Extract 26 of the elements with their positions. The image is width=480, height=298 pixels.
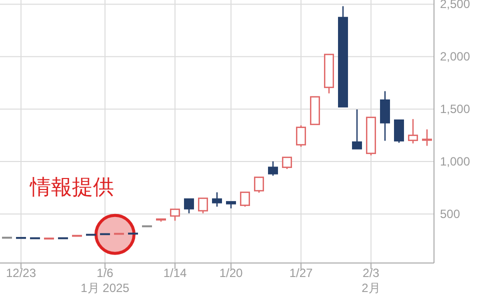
candlestick: [212, 192, 222, 208]
x-tick-label: 1/14: [163, 266, 187, 280]
x-tick-label: 1/6 1月 2025: [80, 266, 130, 295]
x-tick-label: 1/27: [289, 266, 313, 280]
candlestick: [254, 176, 264, 194]
candlestick: [170, 208, 180, 222]
y-tick-label: 1,000: [440, 154, 470, 169]
candlestick: [268, 160, 278, 176]
x-tick-label: 1/20: [219, 266, 243, 280]
y-tick-label: 2,500: [440, 0, 470, 12]
y-tick-label: 500: [440, 207, 460, 222]
candlestick: [184, 198, 194, 214]
candlestick: [408, 118, 418, 144]
x-tick-label: 12/23: [6, 266, 36, 280]
annotation: 情報提供: [29, 176, 114, 199]
candlestick: [352, 108, 362, 150]
y-tick-label: 1,500: [440, 102, 470, 116]
x-tick-label: 2/3 2月: [362, 266, 380, 295]
candlestick: [240, 192, 250, 208]
candlestick: [394, 119, 404, 144]
candlestick: [296, 124, 306, 148]
y-tick-label: 2,000: [440, 50, 470, 64]
candlestick: [380, 90, 390, 142]
candlestick: [198, 198, 208, 214]
candlestick: [282, 156, 292, 170]
candlestick: [422, 128, 432, 146]
